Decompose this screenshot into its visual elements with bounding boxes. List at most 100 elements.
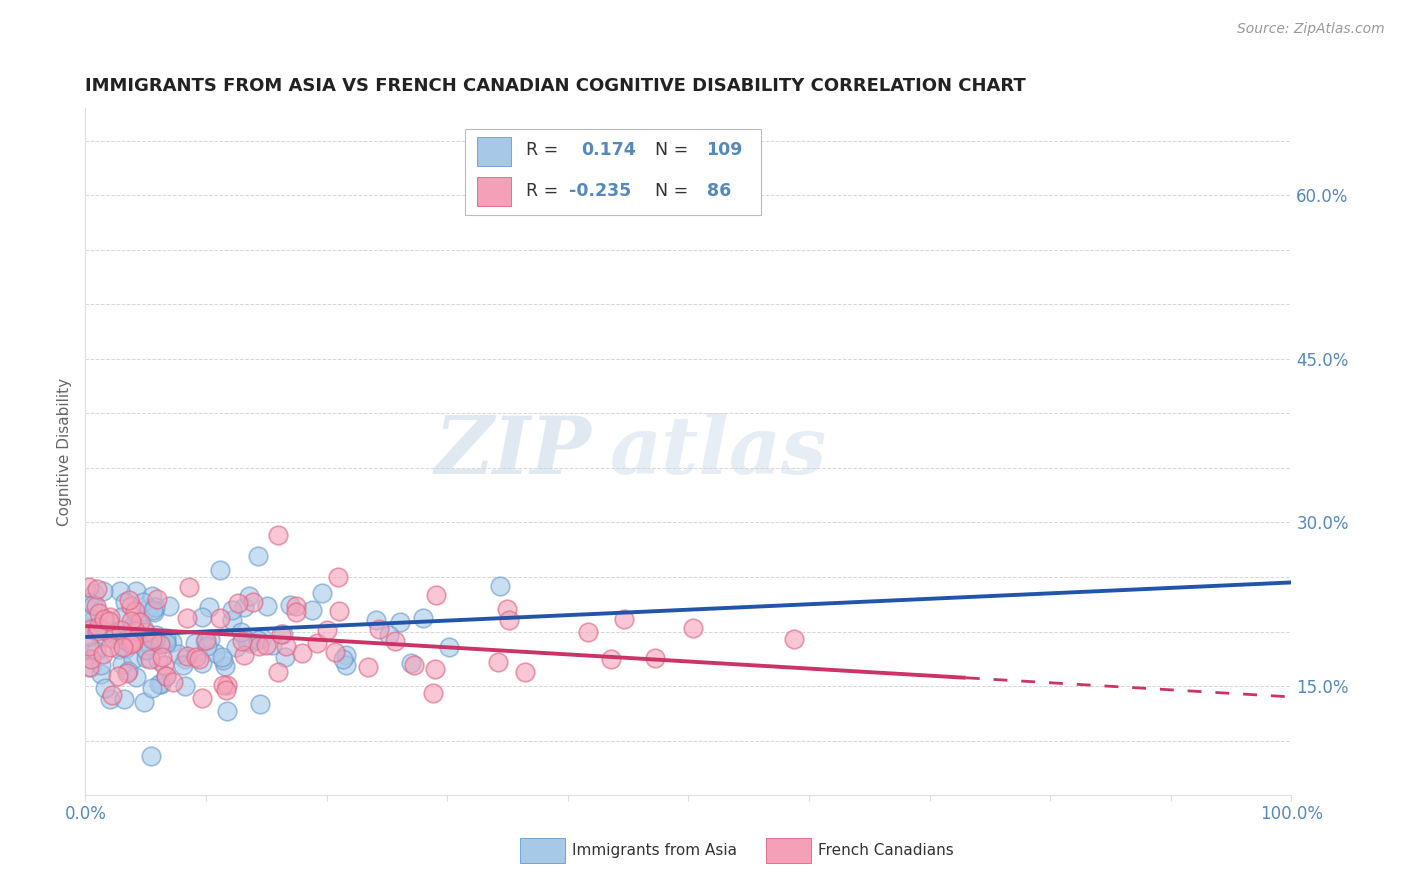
Point <box>184 649 207 664</box>
Point <box>148 677 170 691</box>
FancyBboxPatch shape <box>478 136 512 166</box>
Point <box>82 644 104 658</box>
Point <box>225 640 247 654</box>
Point <box>239 636 262 650</box>
Point <box>79 611 101 625</box>
Point <box>278 598 301 612</box>
Point <box>162 675 184 690</box>
Point <box>129 615 152 629</box>
Point <box>423 662 446 676</box>
Point <box>217 677 239 691</box>
Point <box>90 667 112 681</box>
Point <box>110 623 132 637</box>
Text: N =: N = <box>655 141 688 159</box>
Point <box>271 627 294 641</box>
Point <box>108 642 131 657</box>
Point <box>301 603 323 617</box>
Point <box>120 631 142 645</box>
Point <box>155 636 177 650</box>
Point <box>135 642 157 657</box>
Point <box>357 660 380 674</box>
Point <box>172 657 194 672</box>
Point <box>326 570 349 584</box>
Point <box>215 704 238 718</box>
Point <box>90 631 112 645</box>
Point <box>145 628 167 642</box>
Text: 109: 109 <box>706 141 742 159</box>
Point <box>600 651 623 665</box>
Point <box>389 615 412 630</box>
Point <box>124 604 146 618</box>
Point <box>191 690 214 705</box>
Point <box>173 679 195 693</box>
Point <box>142 605 165 619</box>
Point <box>231 634 253 648</box>
Point <box>98 640 121 655</box>
Text: R =: R = <box>526 182 558 200</box>
Point <box>91 647 114 661</box>
Point <box>110 610 132 624</box>
Point <box>111 657 134 671</box>
Y-axis label: Cognitive Disability: Cognitive Disability <box>58 377 72 525</box>
Point <box>221 613 243 627</box>
Point <box>399 657 422 671</box>
Point <box>96 625 118 640</box>
Point <box>124 622 146 636</box>
Point <box>139 632 162 646</box>
Point <box>139 651 162 665</box>
Point <box>103 625 125 640</box>
Point <box>114 595 136 609</box>
Point <box>139 748 162 763</box>
Point <box>576 624 599 639</box>
Point <box>198 599 221 614</box>
Point <box>122 618 145 632</box>
Point <box>124 624 146 639</box>
Point <box>114 633 136 648</box>
Point <box>120 636 142 650</box>
Point <box>613 612 636 626</box>
Point <box>290 646 312 660</box>
Point <box>80 622 103 636</box>
Point <box>191 657 214 671</box>
Point <box>90 658 112 673</box>
Point <box>135 650 157 665</box>
Point <box>121 633 143 648</box>
Point <box>194 632 217 647</box>
Point <box>176 648 198 663</box>
Point <box>77 595 100 609</box>
Point <box>496 601 519 615</box>
Point <box>153 657 176 672</box>
Point <box>155 636 177 650</box>
Point <box>143 600 166 615</box>
Point <box>488 579 510 593</box>
Point <box>384 634 406 648</box>
FancyBboxPatch shape <box>478 178 512 206</box>
Point <box>174 652 197 666</box>
Point <box>183 636 205 650</box>
Point <box>194 633 217 648</box>
Point <box>115 640 138 655</box>
Point <box>120 615 142 629</box>
Text: ZIP: ZIP <box>434 413 592 491</box>
Point <box>100 623 122 637</box>
Point <box>284 599 307 613</box>
Point <box>233 648 256 663</box>
Point <box>77 629 100 643</box>
Text: Immigrants from Asia: Immigrants from Asia <box>572 844 737 858</box>
Point <box>77 639 100 653</box>
Point <box>249 697 271 711</box>
FancyBboxPatch shape <box>465 128 761 215</box>
Point <box>364 614 387 628</box>
Point <box>84 599 107 614</box>
Point <box>212 653 235 667</box>
Point <box>233 599 256 614</box>
Point <box>127 614 149 628</box>
Point <box>307 636 329 650</box>
Point <box>141 632 163 647</box>
Point <box>247 639 270 653</box>
Point <box>103 626 125 640</box>
Point <box>80 652 103 666</box>
Point <box>142 603 165 617</box>
Point <box>118 592 141 607</box>
Point <box>120 599 142 613</box>
